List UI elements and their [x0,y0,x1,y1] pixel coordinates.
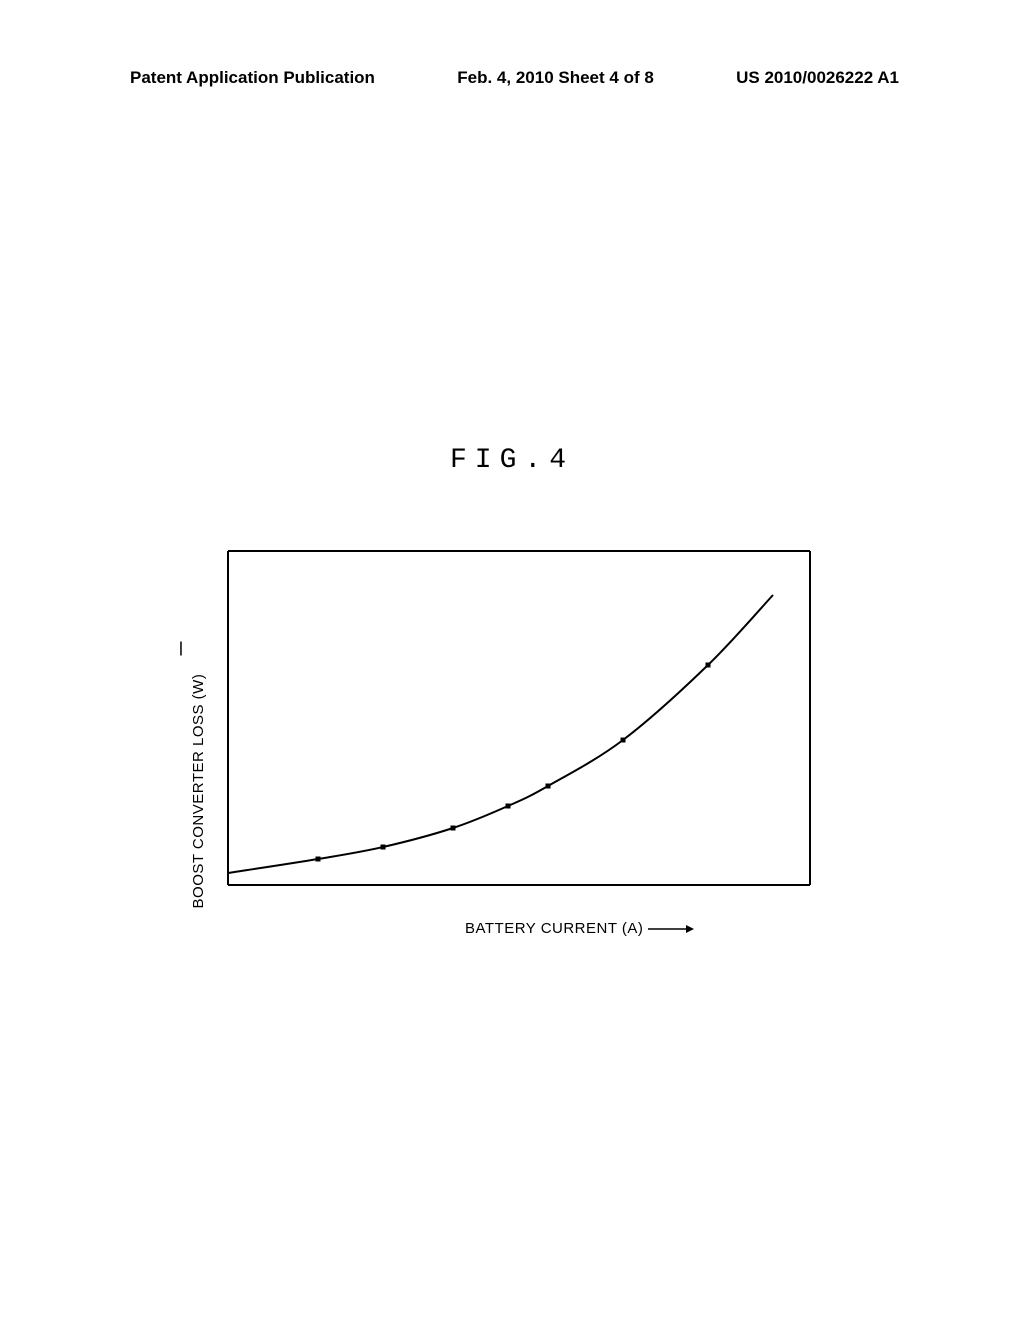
chart-marker [546,784,551,789]
page-header: Patent Application Publication Feb. 4, 2… [0,68,1024,88]
header-publication-number: US 2010/0026222 A1 [736,68,899,88]
x-axis-label: BATTERY CURRENT (A) [465,920,643,937]
chart-container [220,545,815,910]
y-axis-label: BOOST CONVERTER LOSS (W) [188,629,207,908]
chart-curve [228,595,773,873]
chart-marker [706,663,711,668]
figure-label: FIG.4 [0,445,1024,476]
chart-marker [381,845,386,850]
y-axis-label-container: BOOST CONVERTER LOSS (W) [188,558,207,908]
chart-marker [621,738,626,743]
header-date-sheet: Feb. 4, 2010 Sheet 4 of 8 [457,68,654,88]
x-axis-label-container: BATTERY CURRENT (A) [465,920,694,937]
chart-svg [220,545,815,910]
y-axis-label-text: BOOST CONVERTER LOSS (W) [190,673,207,908]
arrow-right-icon [648,923,694,935]
chart-marker [451,826,456,831]
chart-marker [506,804,511,809]
arrow-up-icon [174,641,216,655]
header-publication-type: Patent Application Publication [130,68,375,88]
chart-markers [316,663,711,862]
chart-marker [316,857,321,862]
